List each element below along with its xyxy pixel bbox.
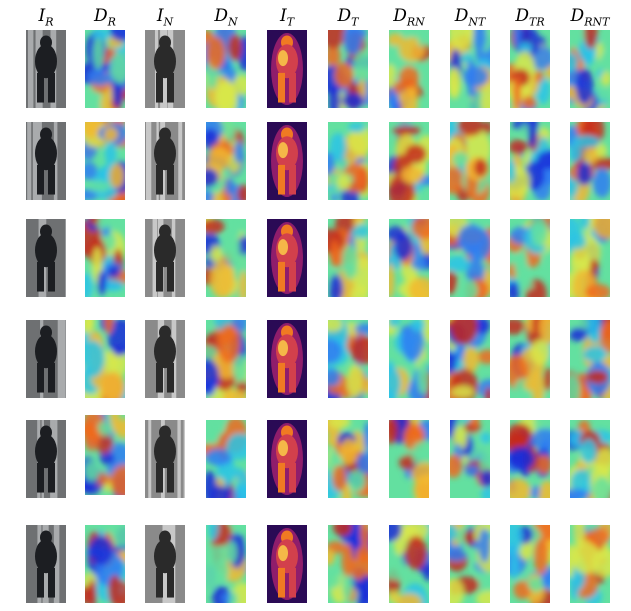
cell-row5-dnt-heatmap	[450, 420, 490, 498]
cell-row4-dt-heatmap	[328, 320, 368, 398]
cell-row2-drn-heatmap	[389, 122, 429, 200]
cell-row1-dr-heatmap	[85, 30, 125, 108]
cell-row2-dnt-heatmap	[450, 122, 490, 200]
cell-row6-dn-heatmap	[206, 525, 246, 603]
header-subscript: N	[163, 15, 174, 29]
cell-row3-dt-heatmap	[328, 219, 368, 297]
header-base-letter: I	[156, 6, 164, 26]
header-subscript: RNT	[584, 15, 610, 29]
cell-row5-drnt-heatmap	[570, 420, 610, 498]
cell-row6-dr-heatmap	[85, 525, 125, 603]
cell-row3-it-image	[267, 219, 307, 297]
cell-row6-it-image	[267, 525, 307, 603]
cell-row3-dn-heatmap	[206, 219, 246, 297]
cell-row4-it-image	[267, 320, 307, 398]
cell-row2-it-image	[267, 122, 307, 200]
column-header-d-nt: DNT	[436, 6, 504, 30]
column-header-d-tr: DTR	[496, 6, 564, 30]
header-base-letter: D	[393, 6, 407, 26]
cell-row5-drn-heatmap	[389, 420, 429, 498]
cell-row1-dnt-heatmap	[450, 30, 490, 108]
cell-row1-dn-heatmap	[206, 30, 246, 108]
header-subscript: NT	[468, 15, 486, 29]
header-subscript: TR	[529, 15, 545, 29]
cell-row6-in-image	[145, 525, 185, 603]
header-subscript: R	[45, 15, 54, 29]
cell-row3-dtr-heatmap	[510, 219, 550, 297]
cell-row1-it-image	[267, 30, 307, 108]
column-header-d-rnt: DRNT	[556, 6, 624, 30]
header-base-letter: D	[214, 6, 228, 26]
cell-row6-drnt-heatmap	[570, 525, 610, 603]
column-header-i-n: IN	[131, 6, 199, 30]
cell-row2-drnt-heatmap	[570, 122, 610, 200]
cell-row3-drn-heatmap	[389, 219, 429, 297]
column-header-d-rn: DRN	[375, 6, 443, 30]
cell-row2-in-image	[145, 122, 185, 200]
cell-row6-drn-heatmap	[389, 525, 429, 603]
cell-row4-dn-heatmap	[206, 320, 246, 398]
cell-row4-drnt-heatmap	[570, 320, 610, 398]
cell-row1-drn-heatmap	[389, 30, 429, 108]
header-base-letter: D	[570, 6, 585, 26]
cell-row3-in-image	[145, 219, 185, 297]
header-subscript: T	[351, 15, 359, 29]
cell-row5-in-image	[145, 420, 185, 498]
cell-row2-dr-heatmap	[85, 122, 125, 200]
header-subscript: T	[286, 15, 295, 29]
cell-row4-dnt-heatmap	[450, 320, 490, 398]
column-header-i-t: IT	[253, 6, 321, 30]
cell-row1-drnt-heatmap	[570, 30, 610, 108]
column-header-d-n: DN	[192, 6, 260, 30]
header-base-letter: D	[454, 6, 469, 26]
cell-row3-drnt-heatmap	[570, 219, 610, 297]
cell-row4-dtr-heatmap	[510, 320, 550, 398]
cell-row1-ir-image	[26, 30, 66, 108]
cell-row3-ir-image	[26, 219, 66, 297]
cell-row5-it-image	[267, 420, 307, 498]
column-header-d-t: DT	[314, 6, 382, 30]
header-base-letter: I	[38, 6, 46, 26]
cell-row6-dt-heatmap	[328, 525, 368, 603]
column-header-d-r: DR	[71, 6, 139, 30]
cell-row1-dt-heatmap	[328, 30, 368, 108]
header-subscript: N	[228, 15, 238, 29]
cell-row4-ir-image	[26, 320, 66, 398]
cell-row5-dr-heatmap	[85, 415, 125, 495]
cell-row2-dt-heatmap	[328, 122, 368, 200]
header-base-letter: D	[94, 6, 108, 26]
header-subscript: RN	[406, 15, 425, 29]
header-base-letter: D	[515, 6, 529, 26]
cell-row5-dn-heatmap	[206, 420, 246, 498]
cell-row5-dtr-heatmap	[510, 420, 550, 498]
cell-row4-drn-heatmap	[389, 320, 429, 398]
cell-row5-dt-heatmap	[328, 420, 368, 498]
cell-row3-dnt-heatmap	[450, 219, 490, 297]
cell-row1-dtr-heatmap	[510, 30, 550, 108]
cell-row6-ir-image	[26, 525, 66, 603]
header-base-letter: D	[337, 6, 352, 26]
cell-row2-ir-image	[26, 122, 66, 200]
cell-row2-dtr-heatmap	[510, 122, 550, 200]
cell-row2-dn-heatmap	[206, 122, 246, 200]
cell-row1-in-image	[145, 30, 185, 108]
header-base-letter: I	[279, 6, 287, 26]
cell-row4-in-image	[145, 320, 185, 398]
cell-row6-dtr-heatmap	[510, 525, 550, 603]
column-header-i-r: IR	[12, 6, 80, 30]
cell-row6-dnt-heatmap	[450, 525, 490, 603]
cell-row5-ir-image	[26, 420, 66, 498]
cell-row4-dr-heatmap	[85, 320, 125, 398]
cell-row3-dr-heatmap	[85, 219, 125, 297]
header-subscript: R	[107, 15, 116, 29]
